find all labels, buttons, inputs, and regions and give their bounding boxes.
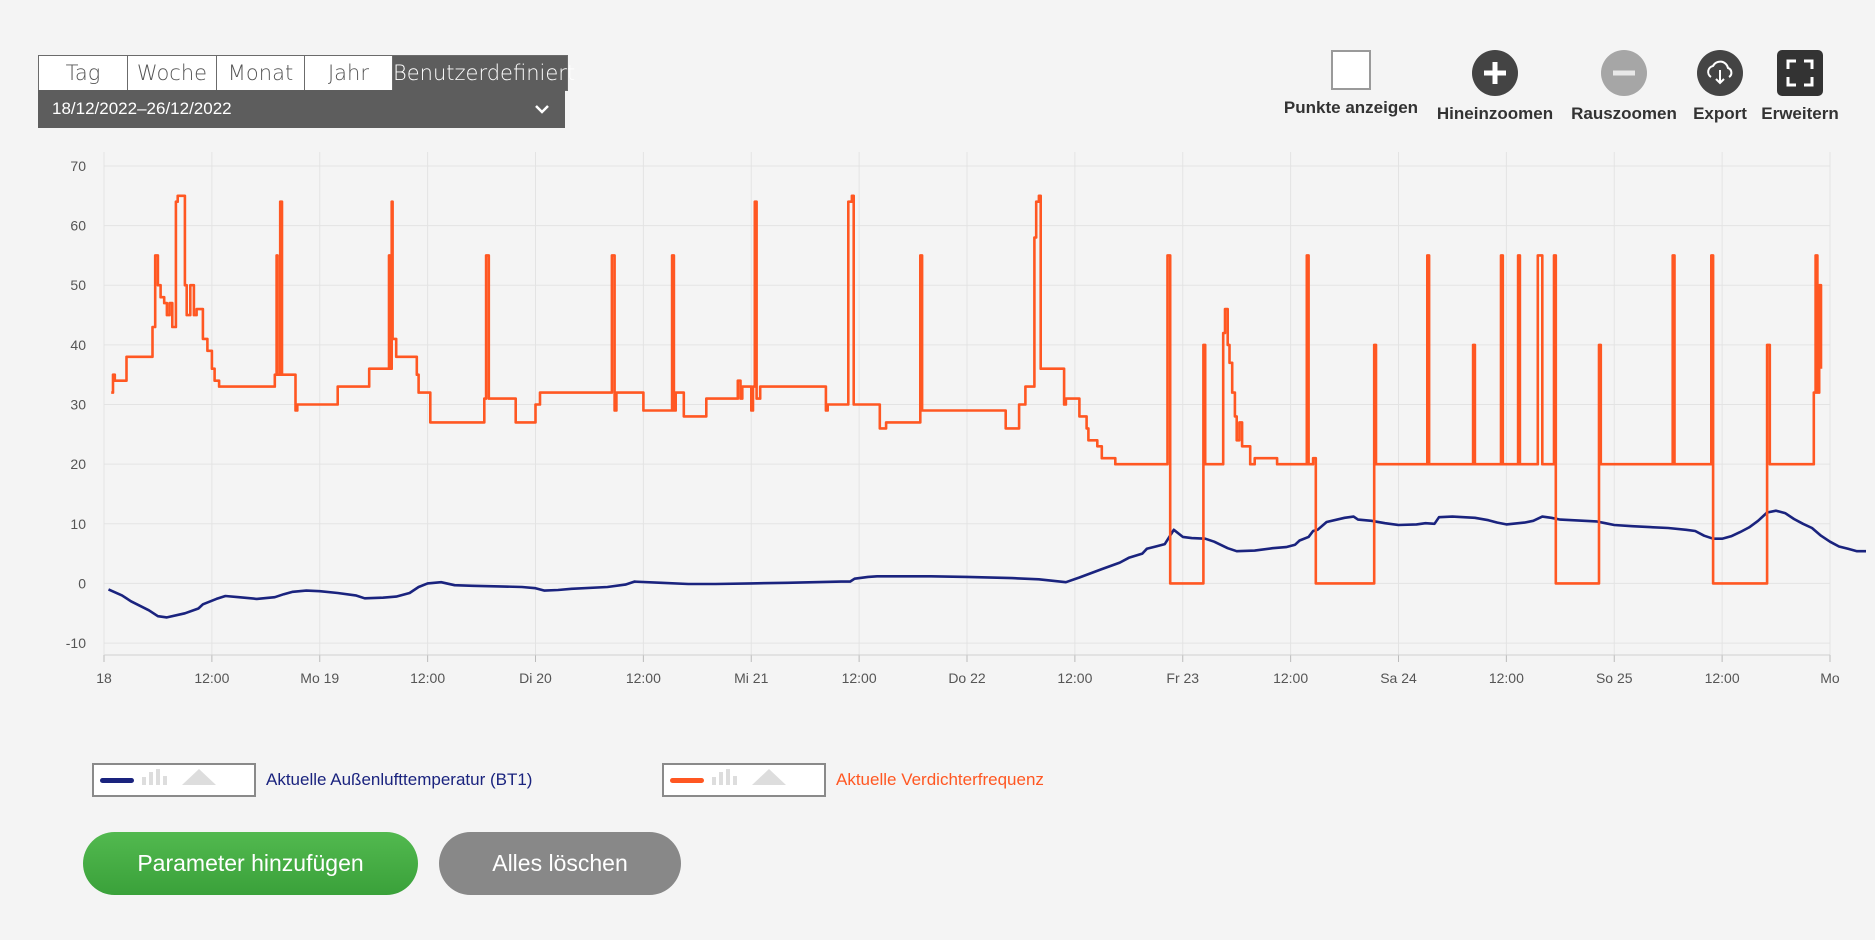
zoom-out-button[interactable]: Rauszoomen: [1568, 50, 1680, 124]
date-range-select[interactable]: 18/12/2022–26/12/2022: [38, 90, 565, 128]
zoom-in-button[interactable]: Hineinzoomen: [1435, 50, 1555, 124]
y-tick-label: 0: [78, 575, 86, 591]
x-tick-label: Mo 19: [300, 670, 339, 686]
expand-button[interactable]: Erweitern: [1760, 50, 1840, 124]
x-tick-label: So 25: [1596, 670, 1633, 686]
series-line-compressor: [111, 194, 1823, 585]
legend-label-temperature: Aktuelle Außenlufttemperatur (BT1): [266, 770, 533, 789]
x-tick-label: 12:00: [1273, 670, 1308, 686]
tab-day[interactable]: Tag: [39, 56, 128, 90]
x-tick-label: 12:00: [842, 670, 877, 686]
add-parameter-button[interactable]: Parameter hinzufügen: [83, 832, 418, 895]
x-tick-label: Di 20: [519, 670, 552, 686]
minus-icon: [1601, 50, 1647, 96]
x-tick-label: 12:00: [1057, 670, 1092, 686]
x-tick-label: 12:00: [1705, 670, 1740, 686]
y-tick-label: 30: [70, 397, 86, 413]
legend-item-temperature[interactable]: Aktuelle Außenlufttemperatur (BT1): [92, 763, 532, 797]
show-points-toggle[interactable]: Punkte anzeigen: [1283, 50, 1419, 118]
legend-swatch-temperature[interactable]: [92, 763, 256, 797]
x-tick-label: 18: [96, 670, 112, 686]
zoom-in-label: Hineinzoomen: [1436, 104, 1554, 123]
checkbox-icon[interactable]: [1331, 50, 1371, 90]
date-range-value: 18/12/2022–26/12/2022: [52, 99, 232, 118]
x-tick-label: 12:00: [1489, 670, 1524, 686]
line-chart[interactable]: -10 0 10 20 30 40 50 60 70 18 12:00 Mo 19 12:00 Di 20…: [0, 140, 1875, 700]
y-tick-label: 20: [70, 456, 86, 472]
legend-label-compressor: Aktuelle Verdichterfrequenz: [836, 770, 1044, 789]
x-tick-label: Do 22: [948, 670, 986, 686]
y-tick-label: 50: [70, 277, 86, 293]
y-tick-label: -10: [66, 635, 86, 651]
export-label: Export: [1693, 104, 1747, 123]
expand-label: Erweitern: [1761, 104, 1839, 123]
y-tick-label: 40: [70, 337, 86, 353]
range-tabs: Tag Woche Monat Jahr Benutzerdefiniert: [38, 55, 575, 91]
legend-swatch-compressor[interactable]: [662, 763, 826, 797]
x-tick-label: 12:00: [410, 670, 445, 686]
y-tick-label: 10: [70, 516, 86, 532]
tab-week[interactable]: Woche: [128, 56, 217, 90]
series-style-icon: [100, 769, 216, 785]
series-style-icon: [670, 769, 786, 785]
y-tick-label: 60: [70, 218, 86, 234]
x-tick-label: 12:00: [194, 670, 229, 686]
x-tick-label: 12:00: [626, 670, 661, 686]
show-points-label: Punkte anzeigen: [1283, 98, 1419, 117]
tab-custom[interactable]: Benutzerdefiniert: [393, 56, 575, 90]
zoom-out-label: Rauszoomen: [1571, 104, 1677, 123]
chevron-down-icon: [535, 105, 549, 114]
tab-year[interactable]: Jahr: [305, 56, 393, 90]
x-tick-label: Sa 24: [1380, 670, 1417, 686]
fullscreen-icon: [1777, 50, 1823, 96]
plus-icon: [1472, 50, 1518, 96]
y-tick-label: 70: [70, 158, 86, 174]
x-tick-label: Fr 23: [1166, 670, 1199, 686]
chart-container: -10 0 10 20 30 40 50 60 70 18 12:00 Mo 19 12:00 Di 20…: [0, 140, 1875, 700]
legend-item-compressor[interactable]: Aktuelle Verdichterfrequenz: [662, 763, 1044, 797]
cloud-download-icon: [1697, 50, 1743, 96]
export-button[interactable]: Export: [1690, 50, 1750, 124]
tab-month[interactable]: Monat: [217, 56, 305, 90]
x-tick-label: Mo: [1820, 670, 1840, 686]
x-tick-label: Mi 21: [734, 670, 768, 686]
clear-all-button[interactable]: Alles löschen: [439, 832, 681, 895]
